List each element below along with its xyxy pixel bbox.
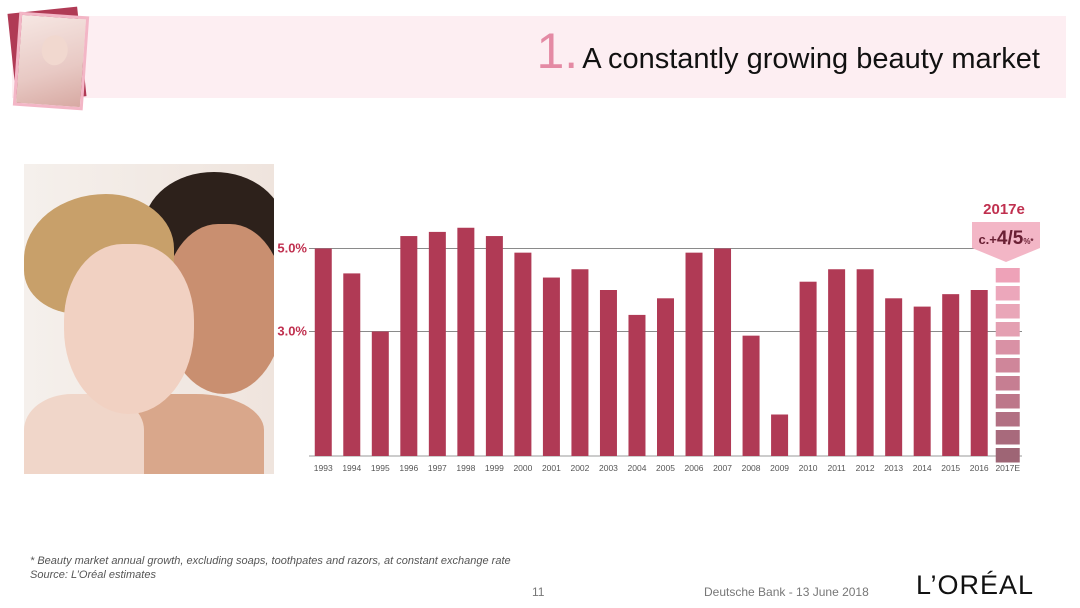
bar-2008 [742, 335, 760, 456]
x-tick-label: 2011 [827, 463, 846, 473]
title-text: A constantly growing beauty market [582, 43, 1040, 75]
x-tick-label: 1996 [399, 463, 418, 473]
footnote-source: Source: L’Oréal estimates [30, 569, 156, 581]
event-label: Deutsche Bank - 13 June 2018 [704, 585, 869, 599]
estimate-bar-segment [995, 340, 1020, 355]
bar-2015 [942, 294, 960, 456]
page-number: 11 [532, 585, 545, 599]
estimate-bar-segment [995, 412, 1020, 427]
footnote: * Beauty market annual growth, excluding… [30, 554, 511, 582]
page-title: 1. A constantly growing beauty market [536, 22, 1040, 80]
x-tick-label: 2006 [685, 463, 704, 473]
title-number: 1. [536, 23, 579, 79]
bar-2007 [714, 248, 732, 456]
estimate-bar-segment [995, 304, 1020, 319]
bar-2016 [970, 290, 988, 456]
bar-2004 [628, 314, 646, 456]
loreal-logo: L’ORÉAL [916, 570, 1035, 600]
estimate-bar-segment [995, 430, 1020, 445]
y-tick-label: 3.0% [277, 324, 307, 339]
estimate-bar-segment [995, 268, 1020, 283]
x-tick-label: 1993 [314, 463, 333, 473]
footnote-line-1: * Beauty market annual growth, excluding… [30, 555, 511, 567]
x-tick-label: 2015 [941, 463, 960, 473]
x-tick-label: 2007 [713, 463, 732, 473]
bar-1998 [457, 227, 475, 456]
x-tick-label: 2002 [570, 463, 589, 473]
bar-2014 [913, 306, 931, 456]
bar-1995 [371, 331, 389, 456]
x-tick-label: 2008 [742, 463, 761, 473]
x-tick-label: 1998 [456, 463, 475, 473]
bar-2006 [685, 252, 703, 456]
estimate-bar-segment [995, 322, 1020, 337]
model-face-blonde [64, 244, 194, 414]
x-tick-label: 2010 [799, 463, 818, 473]
x-tick-label: 1995 [371, 463, 390, 473]
bar-2002 [571, 269, 589, 456]
y-tick-label: 5.0% [277, 241, 307, 256]
x-tick-label: 2003 [599, 463, 618, 473]
x-tick-label: 2012 [856, 463, 875, 473]
x-tick-label: 2013 [884, 463, 903, 473]
x-tick-label: 2009 [770, 463, 789, 473]
bar-2000 [514, 252, 532, 456]
x-tick-label: 1997 [428, 463, 447, 473]
bar-1994 [343, 273, 361, 456]
estimate-bar-segment [995, 358, 1020, 373]
estimate-callout-shape [972, 222, 1040, 262]
bar-2003 [599, 290, 617, 456]
x-tick-label: 2000 [513, 463, 532, 473]
estimate-value-label: c.+4/5%* [978, 228, 1034, 249]
bar-2010 [799, 281, 817, 456]
estimate-bar-segment [995, 286, 1020, 301]
x-tick-label: 2001 [542, 463, 561, 473]
x-tick-label: 2017E [995, 463, 1020, 473]
estimate-bar-segment [995, 394, 1020, 409]
x-tick-label: 2014 [913, 463, 932, 473]
bar-1999 [485, 236, 503, 456]
bar-2005 [657, 298, 674, 456]
bar-2009 [771, 414, 789, 456]
bar-2013 [885, 298, 903, 456]
estimate-bar-segment [995, 448, 1020, 463]
x-tick-label: 2005 [656, 463, 675, 473]
bar-2012 [856, 269, 874, 456]
models-photo [24, 164, 274, 474]
bar-1996 [400, 236, 418, 456]
x-tick-label: 2004 [628, 463, 647, 473]
x-tick-label: 2016 [970, 463, 989, 473]
estimate-year-label: 2017e [983, 201, 1025, 218]
bar-2011 [828, 269, 846, 456]
bar-1993 [314, 248, 332, 456]
x-tick-label: 1999 [485, 463, 504, 473]
bar-1997 [428, 231, 446, 456]
bar-2001 [542, 277, 560, 456]
header-band [12, 16, 1066, 98]
x-tick-label: 1994 [342, 463, 361, 473]
estimate-bar-segment [995, 376, 1020, 391]
